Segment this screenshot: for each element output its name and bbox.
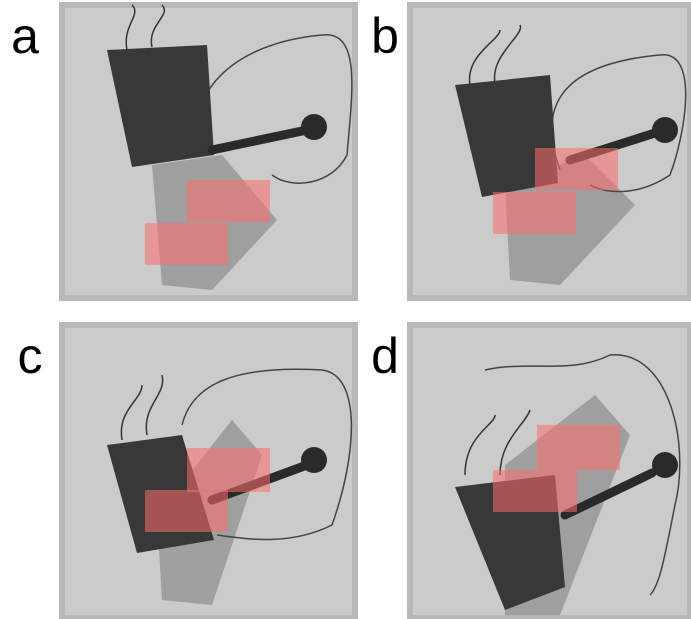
panel-label: d xyxy=(371,328,399,384)
highlight-region xyxy=(535,148,618,190)
panel-label: a xyxy=(11,8,39,64)
panel-label: c xyxy=(18,328,43,384)
probe-head xyxy=(301,447,327,473)
panel xyxy=(62,5,355,298)
figure: a b c d xyxy=(0,0,691,619)
probe-head xyxy=(652,117,678,143)
highlight-region xyxy=(187,448,270,492)
highlight-region xyxy=(493,470,577,512)
highlight-region xyxy=(187,180,270,222)
panel xyxy=(62,325,355,618)
probe-head xyxy=(301,114,327,140)
highlight-region xyxy=(145,490,228,532)
highlight-region xyxy=(145,223,228,265)
highlight-region xyxy=(537,425,620,470)
highlight-region xyxy=(493,192,576,234)
panel-label: b xyxy=(371,8,399,64)
probe-head xyxy=(652,452,678,478)
panel xyxy=(410,5,690,298)
panel xyxy=(410,325,690,618)
